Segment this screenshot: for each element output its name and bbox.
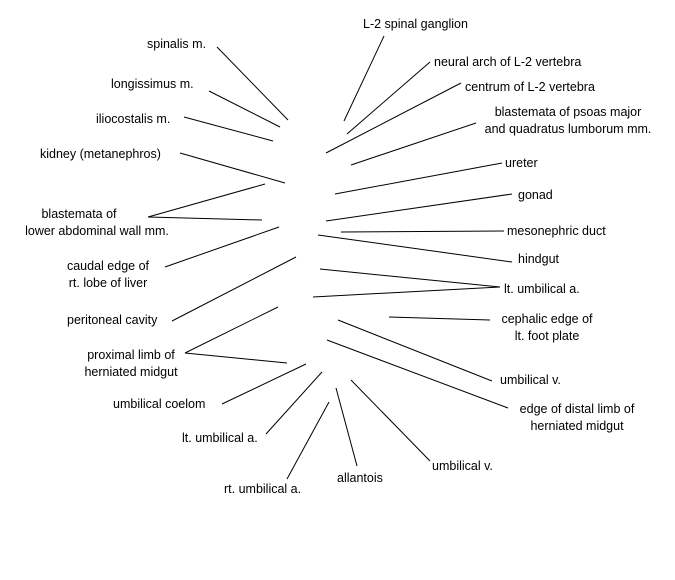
leader-umb-v-bottom [350,379,431,462]
label-umb-v-right: umbilical v. [500,373,561,387]
label-foot: cephalic edge of lt. foot plate [490,311,604,345]
leader-longissimus [208,90,281,128]
label-lt-umb-right: lt. umbilical a. [504,282,580,296]
label-liver-line2: rt. lobe of liver [68,276,148,290]
label-umb-v-bottom: umbilical v. [432,459,493,473]
label-proximal: proximal limb of herniated midgut [76,347,186,381]
leader-kidney [179,152,286,184]
label-blastemata-abd-line1: blastemata of [41,207,117,221]
leader-proximal-a [184,306,279,354]
label-gonad: gonad [518,188,553,202]
leader-distal [326,339,509,409]
label-hindgut: hindgut [518,252,560,266]
leader-gonad [325,193,513,222]
label-distal-line2: herniated midgut [530,419,624,433]
label-kidney: kidney (metanephros) [40,147,161,161]
leader-liver [164,226,280,268]
label-blastemata-abd-line2: lower abdominal wall mm. [25,224,169,238]
label-allantois: allantois [337,471,383,485]
label-iliocostalis: iliocostalis m. [96,112,171,126]
leader-umb-v-right [337,319,493,382]
leader-blastemata-abd-a [147,183,266,218]
label-proximal-line1: proximal limb of [87,348,175,362]
label-coelom: umbilical coelom [113,397,206,411]
label-liver-line1: caudal edge of [66,259,149,273]
label-psoas: blastemata of psoas major and quadratus … [472,104,664,138]
label-distal-line1: edge of distal limb of [519,402,635,416]
label-ganglion: L-2 spinal ganglion [363,17,468,31]
label-proximal-line2: herniated midgut [84,365,178,379]
label-centrum: centrum of L-2 vertebra [465,80,595,94]
leader-centrum [325,82,462,154]
leader-neural-arch [346,61,431,135]
leader-rt-umb [286,401,330,480]
leader-blastemata-abd-b [147,216,263,221]
label-foot-line2: lt. foot plate [514,329,580,343]
leader-psoas [350,122,477,166]
leader-mesonephric [340,230,505,233]
label-ureter: ureter [505,156,538,170]
leader-hindgut [317,234,513,263]
leader-lt-umb-left [265,371,323,435]
label-neural-arch: neural arch of L-2 vertebra [434,55,582,69]
label-rt-umb: rt. umbilical a. [224,482,302,496]
label-longissimus: longissimus m. [111,77,194,91]
leader-ganglion [343,35,385,122]
label-mesonephric: mesonephric duct [507,224,606,238]
leader-lt-umb-right-b [312,286,501,298]
label-lt-umb-left: lt. umbilical a. [182,431,258,445]
leader-coelom [221,363,307,405]
label-peritoneal: peritoneal cavity [67,313,158,327]
leader-lt-umb-right-a [319,268,501,288]
label-psoas-line1: blastemata of psoas major [494,105,642,119]
label-psoas-line2: and quadratus lumborum mm. [484,122,652,136]
label-distal: edge of distal limb of herniated midgut [512,401,642,435]
leader-peritoneal [171,256,297,322]
leader-iliocostalis [183,116,274,142]
leader-spinalis [216,46,289,121]
label-spinalis: spinalis m. [147,37,207,51]
leader-proximal-b [184,352,288,364]
label-foot-line1: cephalic edge of [501,312,593,326]
leader-ureter [334,162,503,195]
leader-foot [388,316,491,321]
label-liver: caudal edge of rt. lobe of liver [52,258,164,292]
leader-allantois [335,387,358,467]
label-blastemata-abd: blastemata of lower abdominal wall mm. [16,206,178,240]
